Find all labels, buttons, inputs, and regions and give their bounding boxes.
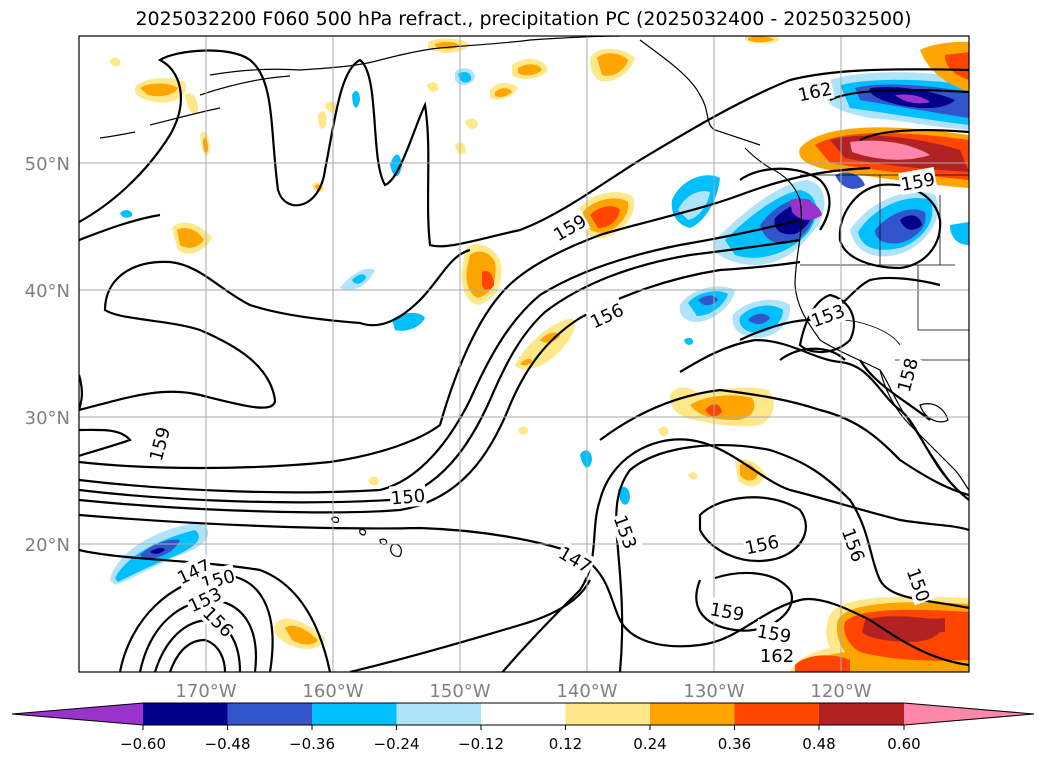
lon-label: 160°W — [302, 681, 363, 702]
latitude-labels: 50°N 40°N 30°N 20°N — [25, 154, 70, 556]
colorbar-tick: −0.24 — [374, 735, 420, 753]
colorbar-tick: 0.12 — [549, 735, 582, 753]
colorbar-segment — [312, 703, 397, 725]
map-title: 2025032200 F060 500 hPa refract., precip… — [135, 8, 912, 30]
colorbar-segment — [565, 703, 650, 725]
colorbar-segment — [396, 703, 481, 725]
lat-label: 20°N — [25, 535, 70, 556]
colorbar: −0.60 −0.48 −0.36 −0.24 −0.12 0.12 0.24 … — [11, 702, 1035, 753]
colorbar-min-extend — [12, 703, 143, 725]
lon-label: 170°W — [175, 681, 236, 702]
colorbar-tick: −0.12 — [458, 735, 504, 753]
refractivity-contours — [79, 49, 969, 672]
colorbar-tick: 0.36 — [718, 735, 751, 753]
lat-label: 40°N — [25, 281, 70, 302]
lat-label: 30°N — [25, 408, 70, 429]
colorbar-segment — [650, 703, 735, 725]
lon-label: 130°W — [683, 681, 744, 702]
contour-label: 162 — [760, 646, 794, 667]
colorbar-tick: −0.48 — [205, 735, 251, 753]
colorbar-max-extend — [904, 703, 1034, 725]
colorbar-tick: 0.24 — [633, 735, 666, 753]
colorbar-tick: −0.36 — [289, 735, 335, 753]
colorbar-segment — [143, 703, 228, 725]
colorbar-segment — [227, 703, 312, 725]
colorbar-segment — [819, 703, 904, 725]
colorbar-segment — [481, 703, 566, 725]
lat-label: 50°N — [25, 154, 70, 175]
lon-label: 150°W — [429, 681, 490, 702]
lon-label: 140°W — [556, 681, 617, 702]
colorbar-tick: 0.48 — [802, 735, 835, 753]
precip-shading — [110, 36, 969, 672]
lon-label: 120°W — [810, 681, 871, 702]
colorbar-segment — [734, 703, 819, 725]
colorbar-tick: −0.60 — [120, 735, 166, 753]
longitude-labels: 170°W 160°W 150°W 140°W 130°W 120°W — [175, 681, 871, 702]
colorbar-tick: 0.60 — [887, 735, 920, 753]
coastlines — [99, 36, 969, 557]
plot-frame — [78, 35, 970, 673]
contour-labels: 162 159 159 156 153 159 150 147 150 153 … — [143, 76, 938, 667]
contour-label: 150 — [390, 486, 426, 510]
